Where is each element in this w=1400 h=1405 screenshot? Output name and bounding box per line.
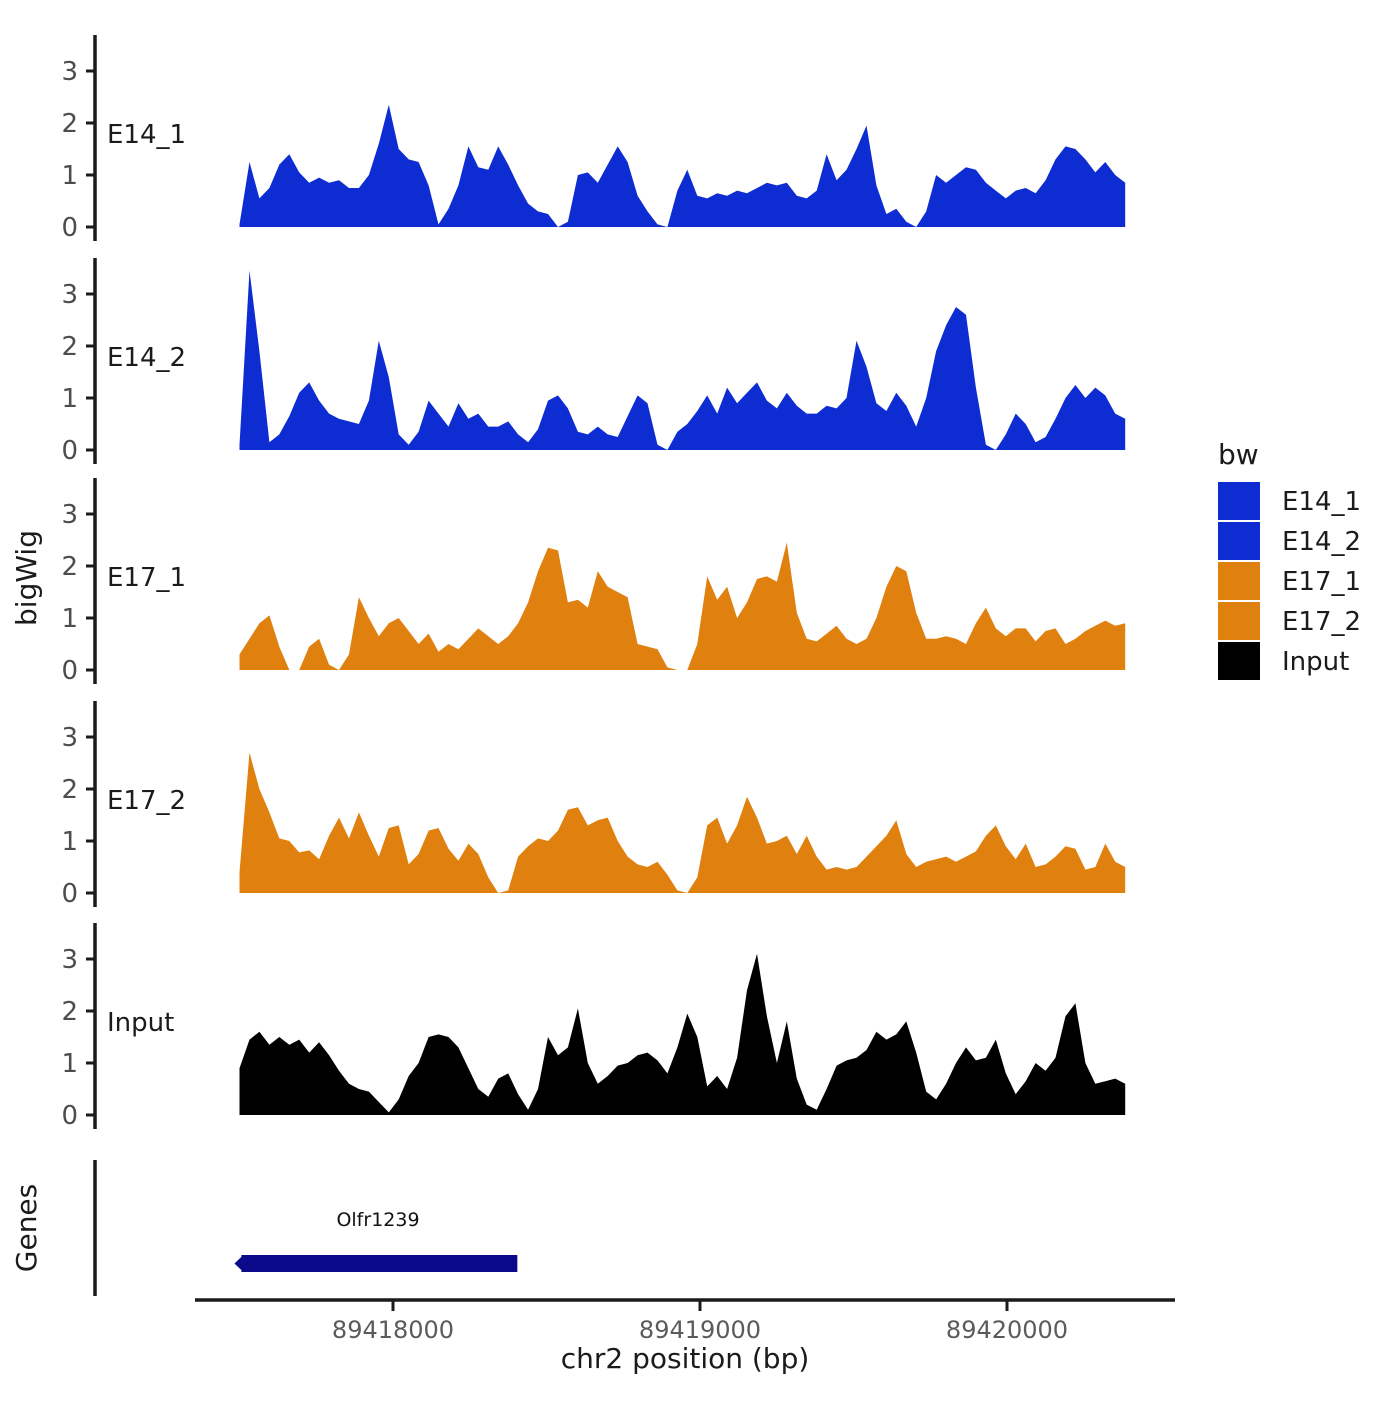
legend-key-E14_1 — [1218, 482, 1260, 520]
y-tick-label: 3 — [61, 280, 78, 310]
y-tick-label: 3 — [61, 57, 78, 87]
gene-strand-arrow — [234, 1255, 244, 1272]
y-tick-label: 2 — [61, 332, 78, 362]
y-tick-label: 1 — [61, 1049, 78, 1079]
track-area-Input — [239, 953, 1126, 1115]
legend-key-E14_2 — [1218, 522, 1260, 560]
x-tick-label: 89420000 — [946, 1316, 1068, 1344]
y-tick-label: 0 — [61, 436, 78, 466]
y-tick-label: 3 — [61, 500, 78, 530]
y-tick-label: 3 — [61, 723, 78, 753]
x-tick-label: 89419000 — [639, 1316, 761, 1344]
gene-body-bar — [241, 1255, 518, 1272]
y-tick-label: 0 — [61, 879, 78, 909]
legend-label-E14_1: E14_1 — [1282, 487, 1361, 517]
y-tick-label: 0 — [61, 213, 78, 243]
legend-label-E17_1: E17_1 — [1282, 567, 1361, 597]
signal-tracks-layer — [239, 104, 1126, 1115]
track-area-E14_2 — [239, 270, 1126, 450]
legend-label-Input: Input — [1282, 647, 1349, 677]
legend-key-E17_1 — [1218, 562, 1260, 600]
legend-key-E17_2 — [1218, 602, 1260, 640]
x-axis-title: chr2 position (bp) — [561, 1342, 810, 1375]
track-label-E17_1: E17_1 — [107, 563, 186, 593]
track-area-E17_2 — [239, 752, 1126, 893]
genes-panel-title: Genes — [10, 1184, 43, 1272]
legend-key-Input — [1218, 642, 1260, 680]
y-tick-label: 1 — [61, 161, 78, 191]
track-label-Input: Input — [107, 1008, 174, 1038]
y-tick-label: 3 — [61, 945, 78, 975]
track-area-E17_1 — [239, 542, 1126, 670]
y-tick-label: 2 — [61, 552, 78, 582]
legend-label-E14_2: E14_2 — [1282, 527, 1361, 557]
y-tick-label: 0 — [61, 1101, 78, 1131]
y-axis-title: bigWig — [10, 530, 43, 626]
y-tick-label: 1 — [61, 827, 78, 857]
y-tick-label: 2 — [61, 997, 78, 1027]
gene-name-label: Olfr1239 — [336, 1209, 419, 1231]
legend-layer: E14_1 E14_2 E17_1 E17_2 Input — [1218, 482, 1361, 680]
x-tick-label: 89418000 — [332, 1316, 454, 1344]
y-tick-label: 1 — [61, 604, 78, 634]
y-tick-label: 1 — [61, 384, 78, 414]
axes-layer: 0 1 2 3 E14_1 0 1 2 3 E14_2 0 1 2 3 E17_1 0 1 2 3 E17_2 0 1 2 3… — [61, 35, 1068, 1344]
gene-track-layer — [93, 1160, 518, 1296]
track-label-E17_2: E17_2 — [107, 786, 186, 816]
track-label-E14_2: E14_2 — [107, 343, 186, 373]
y-tick-label: 2 — [61, 109, 78, 139]
y-tick-label: 0 — [61, 656, 78, 686]
legend-title: bw — [1218, 438, 1259, 471]
track-label-E14_1: E14_1 — [107, 120, 186, 150]
y-tick-label: 2 — [61, 775, 78, 805]
track-area-E14_1 — [239, 104, 1126, 227]
legend-label-E17_2: E17_2 — [1282, 607, 1361, 637]
